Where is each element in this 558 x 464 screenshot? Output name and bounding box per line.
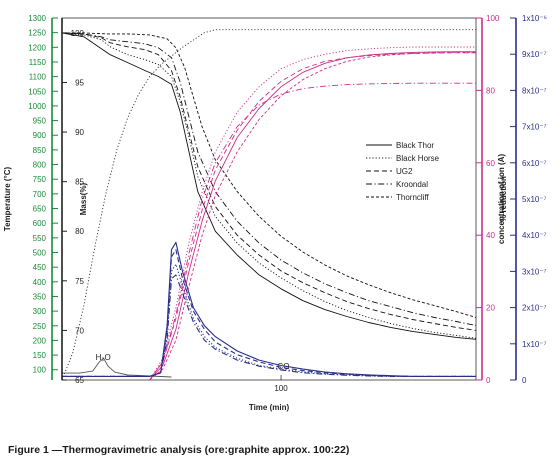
reduction-tick-label: 80 (486, 86, 495, 95)
ion-tick-label: 3x10⁻⁷ (522, 267, 547, 276)
annotations: H₂O CO (96, 353, 290, 371)
temperature-tick-label: 100 (33, 366, 47, 375)
series-line-mass-thorncliff-4 (62, 32, 477, 318)
annotation-h-o-0: H₂O (96, 353, 111, 362)
legend-label-black-thor: Black Thor (396, 141, 434, 150)
temperature-tick-label: 450 (33, 263, 47, 272)
temperature-tick-label: 250 (33, 322, 47, 331)
temperature-tick-label: 700 (33, 190, 47, 199)
reduction-tick-label: 100 (486, 14, 500, 23)
series-line-mass-ug2-2 (61, 32, 477, 331)
series-line-mass-black-horse-1 (61, 32, 477, 339)
series-line-reduction-black-horse-7 (149, 46, 476, 381)
temperature-tick-label: 350 (33, 292, 47, 301)
temperature-axis: 100 150 200 250 300 350 400 450 500 550 600 650 700 7… (3, 14, 58, 380)
ion-tick-label: 6x10⁻⁷ (522, 159, 547, 168)
temperature-tick-label: 950 (33, 117, 47, 126)
mass-axis: 65 70 75 80 85 90 95 100 Mass(%) (61, 18, 88, 385)
legend-label-black-horse: Black Horse (396, 154, 440, 163)
ion-axis-title: concentration of ion (A) (497, 154, 506, 245)
reduction-axis-title: % reduction (499, 176, 508, 222)
legend-label-ug2: UG2 (396, 167, 413, 176)
legend-label-thorncliff: Thorncliff (396, 193, 430, 202)
series-layer (61, 29, 477, 381)
mass-tick-label: 70 (75, 326, 84, 335)
series-line-temperature-temperature-5 (61, 29, 476, 381)
temperature-tick-label: 750 (33, 175, 47, 184)
mass-tick-label: 80 (75, 227, 84, 236)
ion-tick-label: 0 (522, 376, 527, 385)
ion-tick-label: 4x10⁻⁷ (522, 231, 547, 240)
series-line-ion-black-thor-12 (62, 241, 476, 377)
reduction-tick-label: 20 (486, 304, 495, 313)
series-line-reduction-ug2-8 (149, 52, 476, 381)
series-line-reduction-kroondal-9 (149, 82, 476, 381)
series-line-ion-ug2-14 (62, 249, 476, 377)
ion-tick-label: 7x10⁻⁷ (522, 123, 547, 132)
reduction-axis: 0 20 40 60 80 100 % reduction (476, 14, 508, 385)
legend: Black Thor Black Horse UG2 Kroondal Thorncli… (366, 141, 440, 202)
temperature-tick-label: 200 (33, 336, 47, 345)
ion-tick-label: 9x10⁻⁷ (522, 50, 547, 59)
mass-tick-label: 90 (75, 128, 84, 137)
ion-axis: 0 1x10⁻⁷ 2x10⁻⁷ 3x10⁻⁷ 4x10⁻⁷ 5x10⁻⁷ 6x10⁻⁷ 7x1… (497, 14, 547, 385)
ion-tick-label: 1x10⁻⁶ (522, 14, 547, 23)
temperature-tick-label: 400 (33, 278, 47, 287)
mass-tick-label: 85 (75, 178, 84, 187)
temperature-tick-label: 1250 (28, 29, 46, 38)
series-line-mass-kroondal-3 (61, 32, 477, 326)
time-axis-title: Time (min) (249, 403, 290, 412)
temperature-tick-label: 500 (33, 248, 47, 257)
time-tick-label: 100 (274, 384, 288, 393)
temperature-axis-title: Temperature (°C) (3, 166, 12, 231)
reduction-tick-label: 0 (486, 376, 491, 385)
temperature-tick-label: 650 (33, 205, 47, 214)
annotation-co-1: CO (277, 362, 289, 371)
series-line-mass-black-thor-0 (61, 32, 477, 340)
temperature-tick-label: 1050 (28, 87, 46, 96)
temperature-tick-label: 550 (33, 234, 47, 243)
series-line-ion-black-horse-13 (62, 263, 476, 377)
ion-tick-label: 1x10⁻⁷ (522, 340, 547, 349)
mass-tick-label: 100 (71, 29, 85, 38)
temperature-tick-label: 800 (33, 161, 47, 170)
temperature-tick-label: 150 (33, 351, 47, 360)
reduction-tick-label: 60 (486, 159, 495, 168)
mass-tick-label: 65 (75, 376, 84, 385)
temperature-tick-label: 1100 (29, 73, 47, 82)
temperature-tick-label: 1150 (29, 58, 47, 67)
ion-tick-label: 8x10⁻⁷ (522, 86, 547, 95)
reduction-tick-label: 40 (486, 231, 495, 240)
axes-layer: 1001502002503003504004505005506006507007… (3, 14, 547, 412)
mass-tick-label: 75 (75, 277, 84, 286)
series-line-reduction-thorncliff-10 (149, 51, 476, 381)
temperature-tick-label: 1300 (28, 14, 46, 23)
mass-axis-title: Mass(%) (79, 182, 88, 215)
series-line-reduction-black-thor-6 (149, 51, 476, 381)
ion-tick-label: 2x10⁻⁷ (522, 304, 547, 313)
ion-tick-label: 5x10⁻⁷ (522, 195, 547, 204)
temperature-tick-label: 850 (33, 146, 47, 155)
legend-label-kroondal: Kroondal (396, 180, 428, 189)
time-axis: 100 Time (min) (249, 375, 290, 412)
temperature-tick-label: 300 (33, 307, 47, 316)
series-line-ion-kroondal-15 (62, 274, 476, 377)
temperature-tick-label: 1200 (28, 43, 46, 52)
temperature-tick-label: 900 (33, 131, 47, 140)
mass-tick-label: 95 (75, 78, 84, 87)
temperature-tick-label: 1000 (28, 102, 46, 111)
temperature-tick-label: 600 (33, 219, 47, 228)
series-line-mass-h-o-11 (62, 357, 172, 378)
thermogravimetric-chart: 1001502002503003504004505005506006507007… (3, 14, 547, 412)
figure-caption: Figure 1 —Thermogravimetric analysis (or… (8, 444, 350, 456)
